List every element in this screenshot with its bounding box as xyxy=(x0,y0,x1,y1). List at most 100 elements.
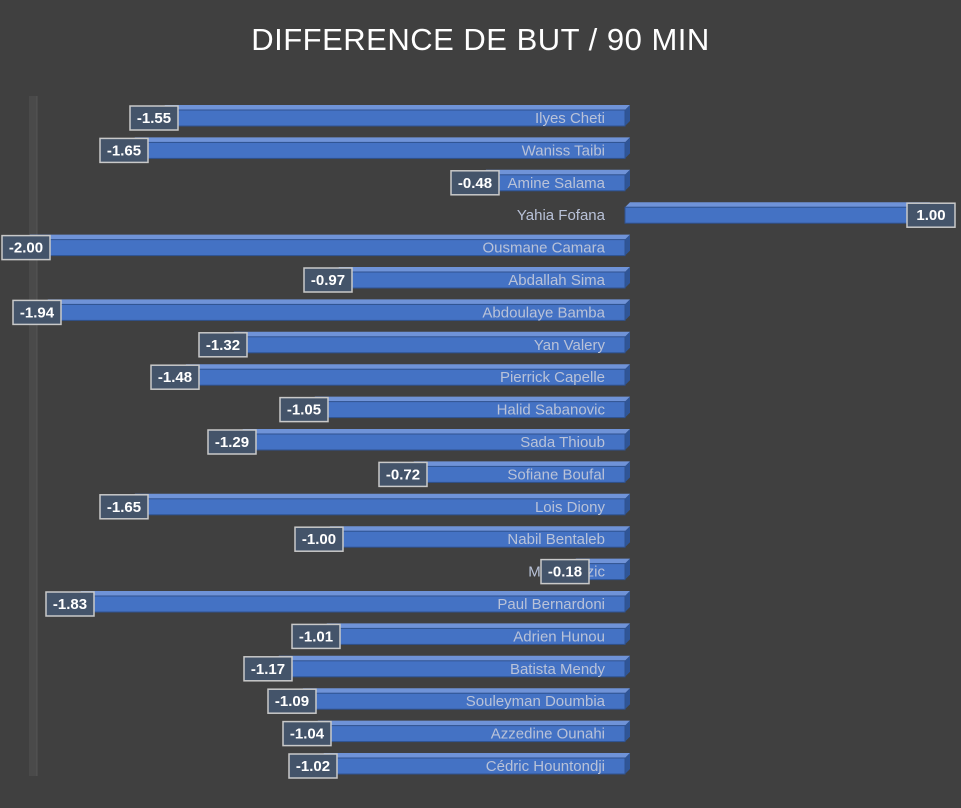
bar-top-face xyxy=(160,105,630,110)
value-label-box xyxy=(12,299,62,326)
bar-top-face xyxy=(181,364,630,370)
category-label: Waniss Taibi xyxy=(522,142,605,159)
value-label-box xyxy=(378,461,428,488)
value-label-box xyxy=(303,267,353,293)
value-label: -2.00 xyxy=(9,240,43,257)
bar-top-face xyxy=(322,623,630,629)
value-label: -1.04 xyxy=(290,726,325,743)
category-label: Adrien Hunou xyxy=(513,628,605,645)
bar-top-face xyxy=(238,429,630,434)
bar-group: Adrien Hunou -1.01 xyxy=(291,623,630,650)
value-label-box xyxy=(243,656,293,682)
chart-title: DIFFERENCE DE BUT / 90 MIN xyxy=(251,22,710,57)
bar-side-face xyxy=(625,655,630,677)
bar-group: Sada Thioub -1.29 xyxy=(207,429,630,455)
category-label: Yahia Fofana xyxy=(517,207,606,224)
value-label-box xyxy=(45,591,95,617)
bar-top-face xyxy=(130,137,630,143)
value-label-box xyxy=(198,332,248,358)
bar-group: Nabil Bentaleb -1.00 xyxy=(294,526,630,552)
value-label: -1.29 xyxy=(215,434,249,451)
value-label: -1.55 xyxy=(137,110,171,127)
bar-group: Ousmane Camara -2.00 xyxy=(1,234,630,261)
bar-group: Ilyes Cheti -1.55 xyxy=(129,105,630,131)
category-label: Abdoulaye Bamba xyxy=(482,304,605,321)
bar-side-face xyxy=(625,169,630,191)
bar-side-face xyxy=(625,720,630,742)
category-label: Nabil Bentaleb xyxy=(507,531,605,548)
bar-group: Souleyman Doumbia -1.09 xyxy=(267,688,630,714)
bar-group: Waniss Taibi -1.65 xyxy=(99,137,630,164)
category-label: Ilyes Cheti xyxy=(535,110,605,127)
bar-side-face xyxy=(625,753,630,774)
bar-group: Amine Salama -0.48 xyxy=(450,169,630,196)
bar-group: Sofiane Boufal -0.72 xyxy=(378,461,630,488)
value-label: -1.05 xyxy=(287,402,321,419)
category-label: Batista Mendy xyxy=(510,661,606,678)
bar-side-face xyxy=(625,267,630,288)
bar-side-face xyxy=(625,461,630,483)
value-label-box xyxy=(282,720,332,747)
value-label-box xyxy=(1,234,51,261)
bar-top-face xyxy=(409,461,630,467)
bar-side-face xyxy=(625,364,630,386)
category-label: Souleyman Doumbia xyxy=(466,693,606,710)
bar-group: Halid Sabanovic -1.05 xyxy=(279,396,630,423)
value-label: -1.83 xyxy=(53,596,87,613)
bar-side-face xyxy=(625,526,630,548)
category-label: Sofiane Boufal xyxy=(507,466,605,483)
bar-side-face xyxy=(625,429,630,450)
bar-top-face xyxy=(334,267,630,272)
category-label: Abdallah Sima xyxy=(508,272,605,289)
bar-group: Azzedine Ounahi -1.04 xyxy=(282,720,630,747)
bar-top-face xyxy=(43,299,630,305)
bar-side-face xyxy=(625,331,630,353)
bar-top-face xyxy=(481,169,630,175)
value-label: -1.94 xyxy=(20,304,55,321)
category-label: Lois Diony xyxy=(535,499,606,516)
bar-side-face xyxy=(625,105,630,126)
value-label: -1.00 xyxy=(302,531,336,548)
value-label-box xyxy=(99,494,149,520)
bar-group: Miha Blazic-0.18 xyxy=(528,558,630,585)
bar-side-face xyxy=(625,299,630,321)
bar-side-face xyxy=(625,688,630,710)
bar-side-face xyxy=(625,623,630,645)
value-label: -1.17 xyxy=(251,661,285,678)
value-label-box xyxy=(99,137,149,164)
value-label-box xyxy=(450,170,500,196)
value-label-box xyxy=(291,623,341,650)
value-label-box xyxy=(540,558,590,585)
category-label: Ousmane Camara xyxy=(482,240,605,257)
value-label-box xyxy=(129,105,179,131)
bar-top-face xyxy=(319,753,630,758)
bar-top-face xyxy=(130,493,630,499)
bar-top-face xyxy=(625,202,930,208)
bar-group: Paul Bernardoni -1.83 xyxy=(45,591,630,617)
value-label-box xyxy=(288,753,338,779)
bar-group: Abdoulaye Bamba -1.94 xyxy=(12,299,630,326)
value-label: -0.72 xyxy=(386,466,420,483)
bar-group: Batista Mendy -1.17 xyxy=(243,655,630,682)
bar-top-face xyxy=(325,526,630,532)
bar xyxy=(624,206,926,224)
value-label: -0.18 xyxy=(548,564,582,581)
category-label: Cédric Hountondji xyxy=(486,758,605,775)
value-label: -1.65 xyxy=(107,499,141,516)
value-label: -1.01 xyxy=(299,628,333,645)
value-label-box xyxy=(150,364,200,390)
category-label: Amine Salama xyxy=(507,175,605,192)
value-label: -1.02 xyxy=(296,758,330,775)
axis-wall xyxy=(29,96,37,776)
value-label: -0.48 xyxy=(458,175,492,192)
category-label: Yan Valery xyxy=(534,337,606,354)
bar-group: Yahia Fofana 1.00 xyxy=(517,202,956,228)
category-label: Paul Bernardoni xyxy=(497,596,605,613)
bar-group: Yan Valery -1.32 xyxy=(198,331,630,358)
bar-group: Lois Diony -1.65 xyxy=(99,493,630,520)
bar-side-face xyxy=(625,137,630,159)
bar-group: Cédric Hountondji -1.02 xyxy=(288,753,630,779)
bar-top-face xyxy=(76,591,630,596)
